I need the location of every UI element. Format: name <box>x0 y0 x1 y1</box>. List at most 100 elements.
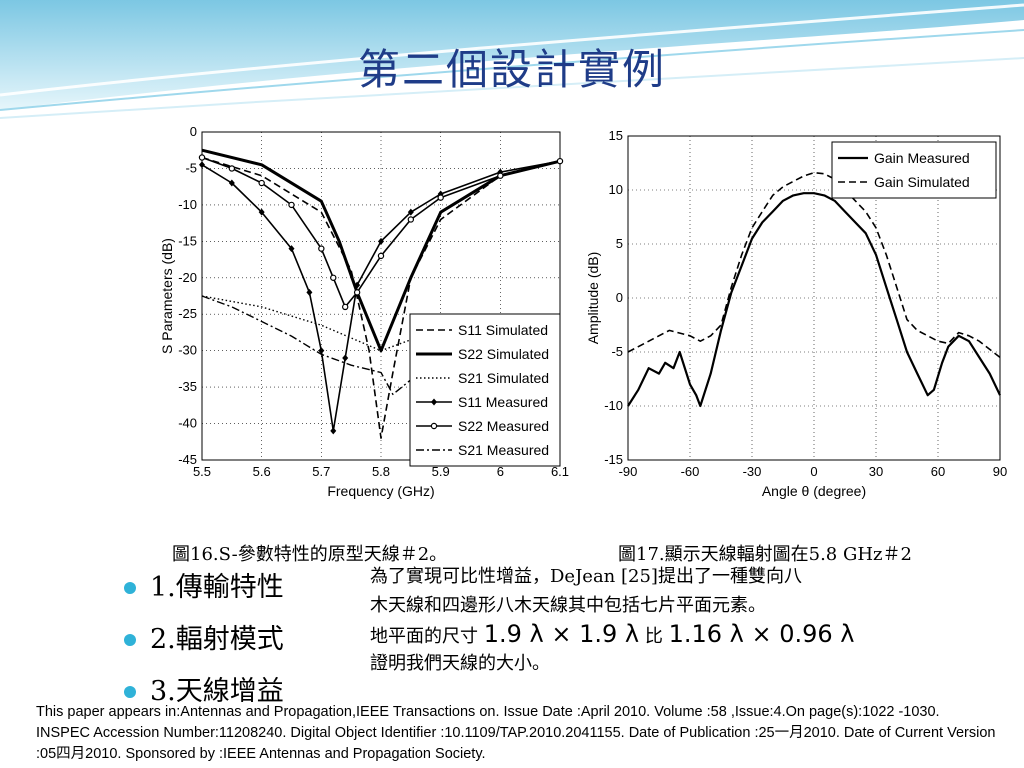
legend-label: Gain Measured <box>874 150 970 166</box>
bullet-item: 3.天線增益 <box>124 666 284 718</box>
series-line <box>201 295 441 352</box>
header-banner <box>0 0 1024 119</box>
bullet-text: 3.天線增益 <box>150 676 284 707</box>
caption-figure-17: 圖17.顯示天線輻射圖在5.8 GHz＃2 <box>618 544 912 565</box>
citation-footer: This paper appears in:Antennas and Propa… <box>36 704 996 762</box>
data-point <box>330 427 337 435</box>
data-point <box>228 165 236 172</box>
legend-label: Gain Simulated <box>874 174 970 190</box>
x-tick-label: 5.5 <box>193 464 211 479</box>
y-tick-label: 5 <box>616 236 623 251</box>
legend-box <box>831 141 997 199</box>
y-tick-label: -10 <box>178 197 197 212</box>
x-tick-label: 5.6 <box>253 464 271 479</box>
series-line <box>201 295 430 396</box>
data-point <box>497 172 504 179</box>
description-line-formula: 地平面的尺寸 1.9 λ × 1.9 λ 比 1.16 λ × 0.96 λ <box>370 620 990 649</box>
caption-figure-16: 圖16.S-參數特性的原型天線＃2。 <box>172 544 448 565</box>
bullet-text: 1.傳輸特性 <box>150 572 284 603</box>
s-parameters-chart: 5.5 5.6 5.7 5.8 5.9 6 6.1 0 -5 -10 -15 -20 -25 -30 -35… <box>159 124 569 499</box>
series-line <box>627 171 1001 359</box>
y-tick-label: -30 <box>178 343 197 358</box>
data-point <box>258 179 265 187</box>
y-tick-label: -40 <box>178 416 197 431</box>
y-tick-label: -10 <box>604 398 623 413</box>
data-point <box>318 347 325 355</box>
formula-compare: 1.16 λ × 0.96 λ <box>668 620 855 648</box>
x-tick-label: 0 <box>810 464 817 479</box>
x-tick-label: 5.9 <box>432 464 450 479</box>
x-tick-label: -90 <box>619 464 638 479</box>
description-line: 為了實現可比性增益，DeJean [25]提出了一種雙向八 <box>370 566 802 587</box>
y-tick-label: -15 <box>178 233 197 248</box>
y-tick-label: -25 <box>178 306 197 321</box>
bullet-list: 1.傳輸特性 2.輻射模式 3.天線增益 <box>124 562 284 718</box>
data-point <box>556 157 564 165</box>
bullet-item: 2.輻射模式 <box>124 614 284 666</box>
legend-marker <box>431 398 437 406</box>
x-tick-label: -30 <box>743 464 762 479</box>
y-tick-label: -5 <box>611 344 623 359</box>
series-line <box>201 156 561 439</box>
data-point <box>353 289 361 296</box>
data-point <box>341 303 349 311</box>
gain-pattern-chart: -90 -60 -30 0 30 60 90 15 10 5 0 -5 -10 -15 Angle θ (d… <box>585 128 1007 499</box>
y-tick-label: -5 <box>185 160 197 175</box>
legend-label: S21 Measured <box>458 442 549 458</box>
series-line <box>201 160 561 432</box>
data-point <box>437 190 444 198</box>
data-point <box>354 281 361 289</box>
data-point <box>407 216 415 223</box>
x-tick-label: 60 <box>931 464 945 479</box>
data-point <box>198 154 206 161</box>
series-line <box>627 192 1001 408</box>
y-tick-label: 10 <box>609 182 623 197</box>
legend-label: S22 Measured <box>458 418 549 434</box>
legend-marker <box>430 422 438 430</box>
data-point <box>199 161 205 169</box>
description: 為了實現可比性增益，DeJean [25]提出了一種雙向八 木天線和四邊形八木天… <box>370 562 990 678</box>
data-point <box>342 354 349 362</box>
x-tick-label: -60 <box>681 464 700 479</box>
data-point <box>288 201 295 209</box>
data-point <box>497 168 504 176</box>
x-tick-label: 5.7 <box>312 464 330 479</box>
y-tick-label: 0 <box>616 290 623 305</box>
legend-label: S21 Simulated <box>458 370 549 386</box>
data-point <box>288 245 295 253</box>
x-tick-label: 5.8 <box>372 464 390 479</box>
description-line: 木天線和四邊形八木天線其中包括七片平面元素。 <box>370 595 766 616</box>
description-prefix: 地平面的尺寸 <box>370 626 478 647</box>
data-point <box>318 245 325 252</box>
bullet-text: 2.輻射模式 <box>150 624 284 655</box>
data-point <box>377 252 385 260</box>
y-tick-label: -15 <box>604 452 623 467</box>
y-tick-label: -45 <box>178 452 197 467</box>
y-axis-label: Amplitude (dB) <box>585 252 601 345</box>
description-line: 證明我們天線的大小。 <box>370 653 550 674</box>
x-tick-label: 6 <box>497 464 504 479</box>
x-tick-label: 6.1 <box>551 464 569 479</box>
data-point <box>228 179 235 187</box>
legend-label: S11 Simulated <box>458 322 548 338</box>
y-tick-label: 15 <box>609 128 623 143</box>
legend-label: S22 Simulated <box>458 346 549 362</box>
y-tick-label: -35 <box>178 379 197 394</box>
x-tick-label: 90 <box>993 464 1007 479</box>
data-point <box>437 194 444 201</box>
bullet-dot-icon <box>124 686 136 698</box>
x-axis-label: Angle θ (degree) <box>762 483 866 499</box>
description-mid: 比 <box>644 626 663 647</box>
bullet-item: 1.傳輸特性 <box>124 562 284 614</box>
x-tick-label: 30 <box>869 464 883 479</box>
slide-title: 第二個設計實例 <box>357 45 666 94</box>
y-tick-label: 0 <box>190 124 197 139</box>
data-point <box>330 274 337 281</box>
y-tick-label: -20 <box>178 270 197 285</box>
x-axis-label: Frequency (GHz) <box>327 483 434 499</box>
data-point <box>378 237 384 245</box>
formula-ground-plane: 1.9 λ × 1.9 λ <box>483 620 640 648</box>
series-line <box>201 148 561 353</box>
y-axis-label: S Parameters (dB) <box>159 238 175 354</box>
legend-label: S11 Measured <box>458 394 548 410</box>
